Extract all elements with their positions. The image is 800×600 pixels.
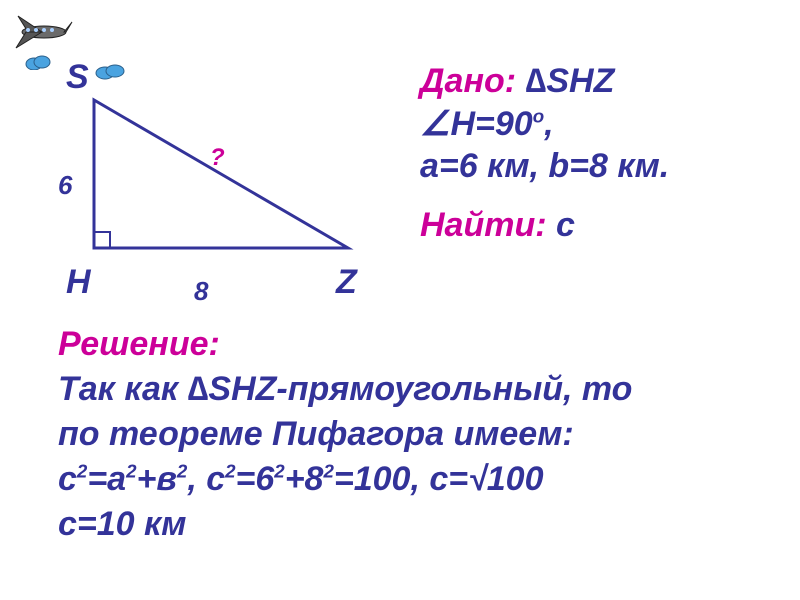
given-line-2: ∠H=90o, <box>420 103 669 146</box>
hypotenuse-question: ? <box>210 144 225 172</box>
find-label: Найти: <box>420 206 547 244</box>
triangle-diagram <box>80 90 370 270</box>
solution-line-1: Так как ∆SHZ-прямоугольный, то <box>58 367 632 412</box>
cloud-icon <box>24 52 52 70</box>
solution-block: Решение: Так как ∆SHZ-прямоугольный, то … <box>58 322 632 546</box>
solution-label: Решение: <box>58 322 632 367</box>
solution-line-3: с2=а2+в2, с2=62+82=100, с=√100 <box>58 457 632 502</box>
given-triangle: ∆SHZ <box>526 62 615 100</box>
side-b-label: 8 <box>194 276 208 307</box>
vertex-h-label: H <box>66 263 91 302</box>
vertex-s-label: S <box>66 58 89 97</box>
given-label: Дано: <box>420 62 516 100</box>
side-a-label: 6 <box>58 170 72 201</box>
find-line: Найти: c <box>420 204 669 247</box>
cloud-icon <box>94 60 126 80</box>
solution-line-2: по теореме Пифагора имеем: <box>58 412 632 457</box>
given-line-1: Дано: ∆SHZ <box>420 60 669 103</box>
plane-icon <box>6 8 76 50</box>
given-line-3: a=6 км, b=8 км. <box>420 145 669 188</box>
given-block: Дано: ∆SHZ ∠H=90o, a=6 км, b=8 км. Найти… <box>420 60 669 246</box>
vertex-z-label: Z <box>336 263 357 302</box>
find-value: c <box>556 206 575 244</box>
solution-line-4: с=10 км <box>58 502 632 547</box>
